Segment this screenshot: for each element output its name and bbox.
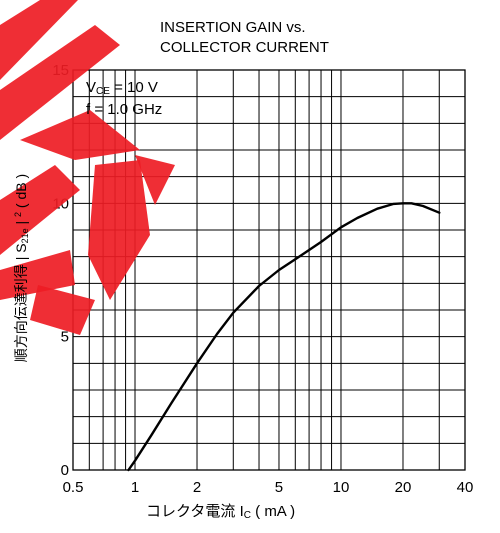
x-tick-label: 5 xyxy=(275,479,283,496)
x-tick-label: 1 xyxy=(131,479,139,496)
x-label-subscript: C xyxy=(243,510,251,521)
x-tick-label: 20 xyxy=(395,479,412,496)
x-tick-label: 10 xyxy=(333,479,350,496)
x-label-unit: ( mA ) xyxy=(250,503,296,520)
y-label-unit: ( dB ) xyxy=(13,173,29,212)
vce-symbol: V xyxy=(86,79,97,96)
x-label-prefix: コレクタ電流 I xyxy=(146,503,244,520)
y-axis-label: 順方向伝達利得 | S21e | 2 ( dB ) xyxy=(11,133,33,403)
x-tick-label: 0.5 xyxy=(63,479,84,496)
y-tick-label: 0 xyxy=(61,462,69,479)
x-axis-label: コレクタ電流 IC ( mA ) xyxy=(146,500,295,521)
y-label-superscript: 2 xyxy=(13,211,23,217)
vce-subscript: CE xyxy=(96,86,110,97)
y-label-bar: | xyxy=(13,216,29,229)
y-tick-label: 5 xyxy=(61,329,69,346)
plot-frame xyxy=(72,69,466,471)
x-tick-label: 40 xyxy=(457,479,474,496)
y-label-prefix: 順方向伝達利得 | S xyxy=(13,243,29,363)
chart-title: INSERTION GAIN vs. COLLECTOR CURRENT xyxy=(160,18,329,58)
y-label-subscript: 21e xyxy=(20,228,30,244)
condition-frequency: f = 1.0 GHz xyxy=(86,101,163,118)
x-tick-label: 2 xyxy=(193,479,201,496)
series-line-insertion-gain xyxy=(127,202,441,472)
chart-title-line-2: COLLECTOR CURRENT xyxy=(160,39,329,56)
chart-title-line-1: INSERTION GAIN vs. xyxy=(160,19,306,36)
condition-vce: VCE = 10 V xyxy=(86,79,158,99)
vce-value: = 10 V xyxy=(109,79,158,96)
